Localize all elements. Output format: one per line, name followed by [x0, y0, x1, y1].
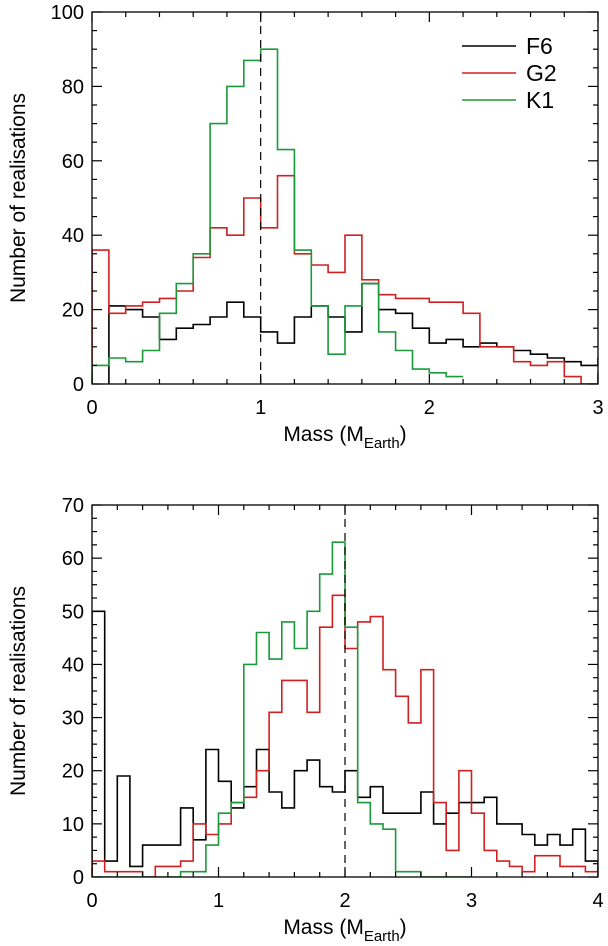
series-k1-histogram [92, 48, 464, 384]
y-tick-label: 100 [51, 2, 84, 24]
x-tick-label: 4 [592, 890, 603, 912]
y-tick-label: 50 [62, 601, 84, 623]
x-tick-label: 2 [424, 397, 435, 419]
y-tick-label: 20 [62, 761, 84, 783]
x-tick-label: 3 [466, 890, 477, 912]
x-axis-title: Mass (MEarth) [283, 916, 406, 945]
x-axis-title-main: Mass (M [283, 423, 364, 446]
series-k1-histogram [92, 541, 472, 877]
series-f6-histogram [108, 282, 598, 384]
x-axis-title-subscript: Earth [364, 435, 400, 452]
y-axis-title: Number of realisations [7, 586, 30, 796]
x-tick-label: 0 [86, 397, 97, 419]
y-tick-label: 70 [62, 495, 84, 517]
y-tick-label: 0 [73, 867, 84, 889]
x-axis-title-subscript: Earth [364, 928, 400, 945]
x-tick-label: 1 [255, 397, 266, 419]
y-tick-label: 0 [73, 374, 84, 396]
y-tick-label: 30 [62, 708, 84, 730]
legend-label-f6: F6 [526, 33, 553, 59]
x-tick-label: 2 [339, 890, 350, 912]
x-tick-label: 1 [213, 890, 224, 912]
x-axis-title-close: ) [400, 916, 407, 939]
x-axis-title: Mass (MEarth) [283, 423, 406, 452]
y-tick-label: 80 [62, 76, 84, 98]
x-tick-label: 0 [86, 890, 97, 912]
y-tick-label: 60 [62, 548, 84, 570]
y-tick-label: 20 [62, 300, 84, 322]
chart-panel-top: 0 1 2 3 0 20 40 60 80 100 Mass (MEarth) Number of r… [7, 2, 604, 452]
x-axis-title-main: Mass (M [283, 916, 364, 939]
x-tick-label: 3 [592, 397, 603, 419]
y-tick-label: 40 [62, 654, 84, 676]
series-g2-histogram [92, 174, 598, 384]
series-f6-histogram [92, 610, 598, 877]
legend-label-g2: G2 [526, 60, 557, 86]
y-tick-label: 40 [62, 225, 84, 247]
y-tick-label: 10 [62, 814, 84, 836]
y-tick-label: 60 [62, 151, 84, 173]
legend-label-k1: K1 [526, 87, 554, 113]
y-axis-title: Number of realisations [7, 93, 30, 303]
series-group [92, 541, 598, 877]
x-axis-title-close: ) [400, 423, 407, 446]
series-group [92, 48, 598, 384]
